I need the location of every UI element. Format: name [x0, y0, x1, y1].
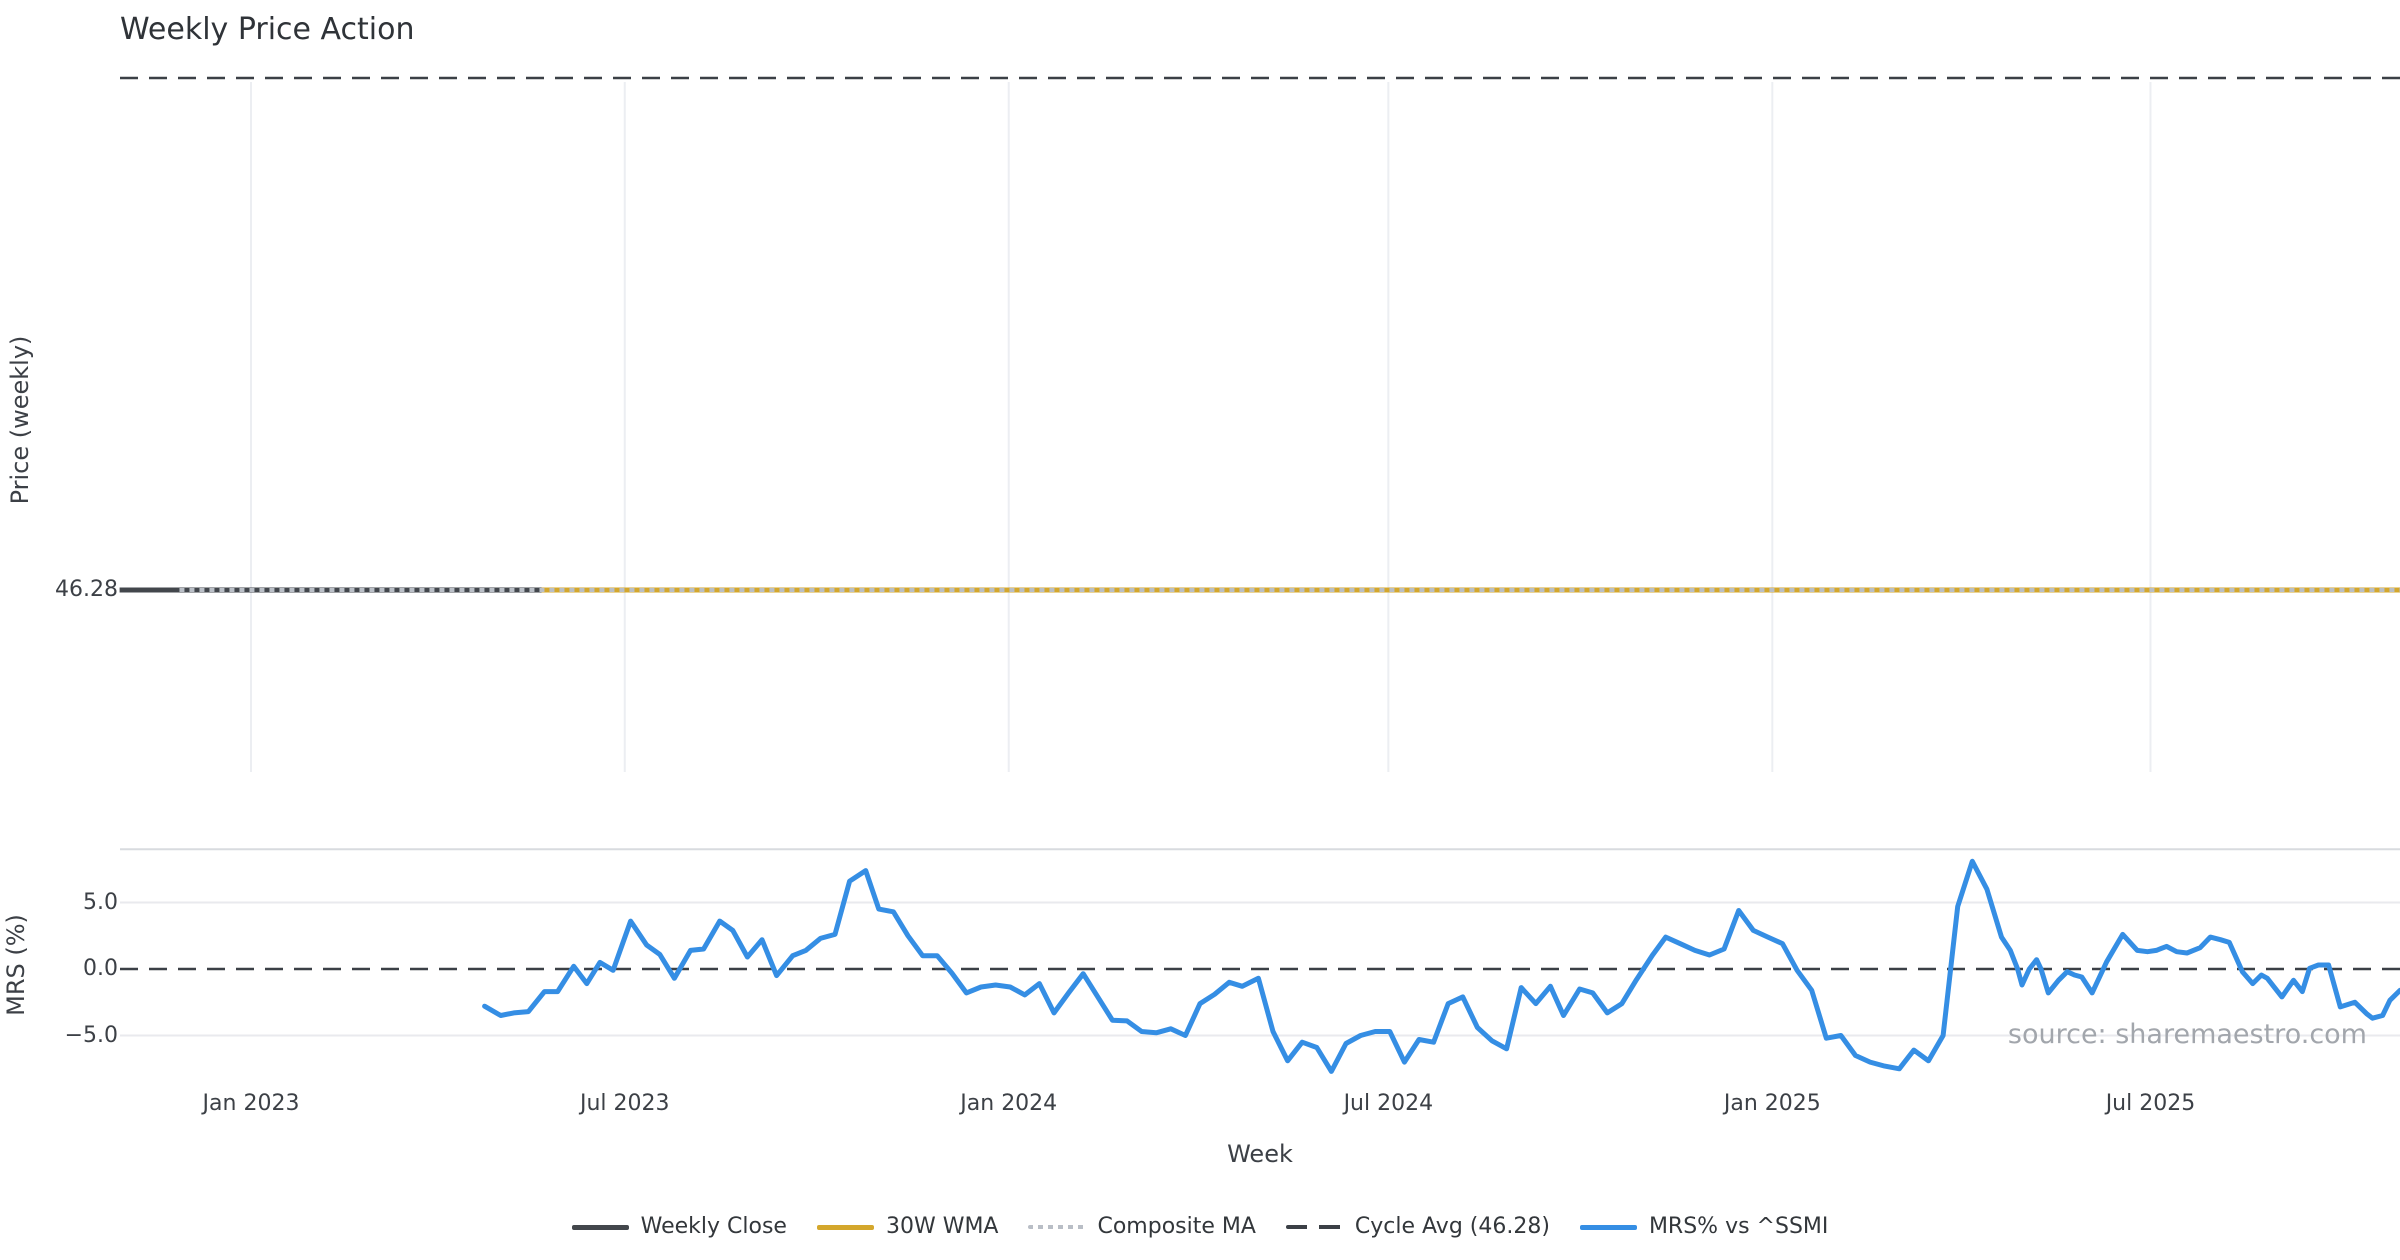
xtick-jan-2024: Jan 2024 [960, 1091, 1058, 1116]
legend-item-mrs: MRS% vs ^SSMI [1579, 1211, 1829, 1243]
legend-label: Cycle Avg (46.28) [1354, 1214, 1550, 1239]
mrs-ytick--5: −5.0 [64, 1022, 118, 1048]
xtick-jan-2025: Jan 2025 [1723, 1091, 1821, 1116]
mrs-line [482, 858, 2400, 1074]
legend-label: Weekly Close [640, 1214, 787, 1239]
xtick-jul-2024: Jul 2024 [1343, 1091, 1434, 1116]
mrs-ytick-5: 5.0 [83, 889, 118, 915]
price-axis-label: Price (weekly) [6, 335, 34, 505]
chart-title: Weekly Price Action [120, 12, 415, 47]
legend-item-composite_ma: Composite MA [1028, 1211, 1256, 1243]
legend-item-wma_30w: 30W WMA [816, 1211, 999, 1243]
legend-item-cycle_avg: Cycle Avg (46.28) [1285, 1211, 1550, 1243]
legend-swatch-solid-icon [1579, 1224, 1637, 1230]
legend-swatch-solid-icon [816, 1224, 874, 1230]
xtick-jan-2023: Jan 2023 [202, 1091, 300, 1116]
xtick-jul-2025: Jul 2025 [2105, 1091, 2196, 1116]
legend-swatch-dotted-icon [1028, 1225, 1086, 1229]
xtick-jul-2023: Jul 2023 [579, 1091, 670, 1116]
legend-item-weekly_close: Weekly Close [571, 1211, 787, 1243]
price-ytick-46-28: 46.28 [55, 577, 118, 602]
legend-label: MRS% vs ^SSMI [1648, 1214, 1829, 1239]
source-note: source: sharemaestro.com [2007, 1019, 2367, 1050]
legend-swatch-dashed-icon [1285, 1225, 1343, 1229]
legend-swatch-solid-icon [571, 1224, 629, 1230]
legend-label: Composite MA [1097, 1214, 1256, 1239]
legend-label: 30W WMA [885, 1214, 999, 1239]
legend: Weekly Close 30W WMA Composite MA Cycle Avg… [0, 1210, 2400, 1244]
mrs-ytick-0: 0.0 [83, 956, 118, 981]
x-axis-label: Week [1227, 1140, 1293, 1168]
